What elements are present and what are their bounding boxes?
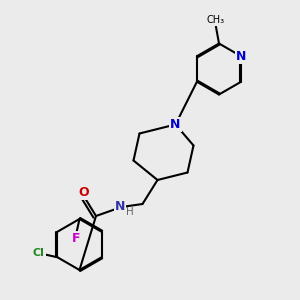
Text: N: N [170, 118, 181, 131]
Text: N: N [115, 200, 125, 214]
Text: Cl: Cl [33, 248, 44, 258]
Text: F: F [72, 232, 81, 245]
Text: H: H [126, 207, 134, 218]
Text: O: O [79, 185, 89, 199]
Text: CH₃: CH₃ [207, 15, 225, 26]
Text: N: N [236, 50, 246, 63]
